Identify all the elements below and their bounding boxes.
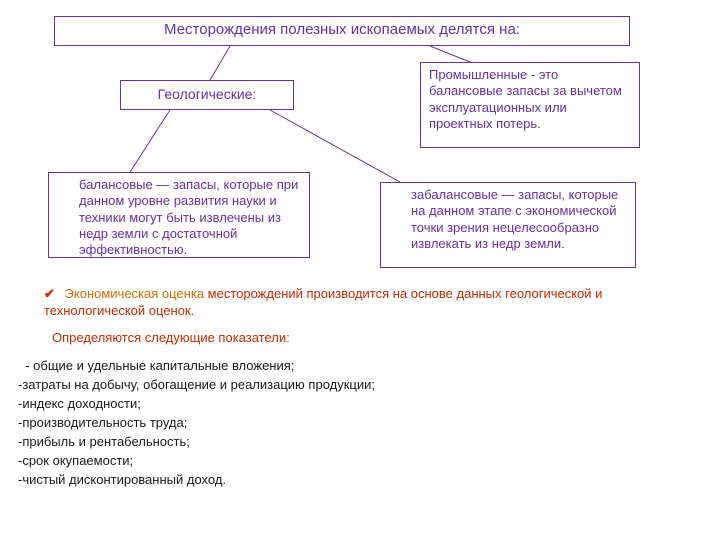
industrial-text: Промышленные - это балансовые запасы за … <box>429 67 622 131</box>
indicator-item: -производительность труда; <box>18 413 375 432</box>
indicator-item: -срок окупаемости; <box>18 451 375 470</box>
indicator-item: -индекс доходности; <box>18 394 375 413</box>
indicator-item: -чистый дисконтированный доход. <box>18 470 375 489</box>
balance-text: балансовые — запасы, которые при данном … <box>79 177 298 257</box>
indicator-item: -затраты на добычу, обогащение и реализа… <box>18 375 375 394</box>
offbalance-text: забалансовые — запасы, которые на данном… <box>411 187 618 251</box>
indicator-item: - общие и удельные капитальные вложения; <box>18 356 375 375</box>
title-box: Месторождения полезных ископаемых делятс… <box>54 16 630 46</box>
geological-box: Геологические: <box>120 80 294 110</box>
econ-lead: Экономическая оценка <box>65 286 205 301</box>
economic-paragraph: Экономическая оценка месторождений произ… <box>44 286 664 320</box>
indicators-list: - общие и удельные капитальные вложения;… <box>18 356 375 489</box>
geological-text: Геологические: <box>158 86 257 104</box>
title-text: Месторождения полезных ископаемых делятс… <box>164 21 520 38</box>
balance-box: балансовые — запасы, которые при данном … <box>48 172 310 258</box>
offbalance-box: забалансовые — запасы, которые на данном… <box>380 182 636 268</box>
industrial-box: Промышленные - это балансовые запасы за … <box>420 62 640 148</box>
indicators-label-text: Определяются следующие показатели: <box>52 330 290 345</box>
indicator-item: -прибыль и рентабельность; <box>18 432 375 451</box>
indicators-label: Определяются следующие показатели: <box>52 330 290 347</box>
